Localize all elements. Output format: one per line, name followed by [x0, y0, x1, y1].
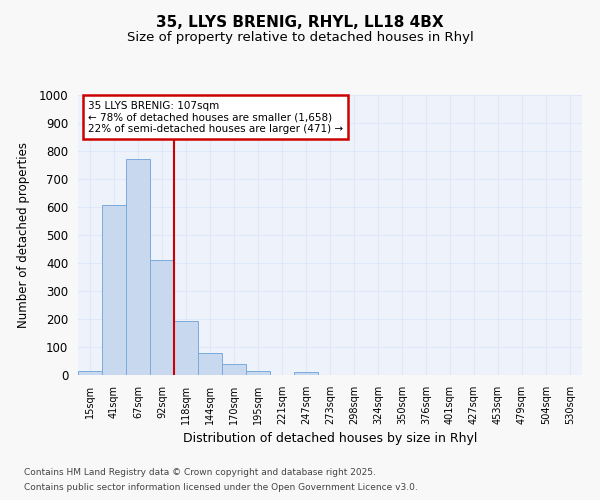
Bar: [126, 160, 150, 375]
Text: Contains public sector information licensed under the Open Government Licence v3: Contains public sector information licen…: [24, 483, 418, 492]
Text: Size of property relative to detached houses in Rhyl: Size of property relative to detached ho…: [127, 31, 473, 44]
Y-axis label: Number of detached properties: Number of detached properties: [17, 142, 31, 328]
Bar: [246, 371, 270, 375]
Text: 35, LLYS BRENIG, RHYL, LL18 4BX: 35, LLYS BRENIG, RHYL, LL18 4BX: [156, 15, 444, 30]
Bar: [222, 364, 246, 375]
Bar: [198, 353, 222, 375]
Text: Contains HM Land Registry data © Crown copyright and database right 2025.: Contains HM Land Registry data © Crown c…: [24, 468, 376, 477]
Bar: [102, 205, 126, 375]
Bar: [294, 372, 318, 375]
Bar: [78, 371, 102, 375]
Bar: [150, 260, 174, 375]
Bar: [174, 321, 198, 375]
X-axis label: Distribution of detached houses by size in Rhyl: Distribution of detached houses by size …: [183, 432, 477, 446]
Text: 35 LLYS BRENIG: 107sqm
← 78% of detached houses are smaller (1,658)
22% of semi-: 35 LLYS BRENIG: 107sqm ← 78% of detached…: [88, 100, 343, 134]
